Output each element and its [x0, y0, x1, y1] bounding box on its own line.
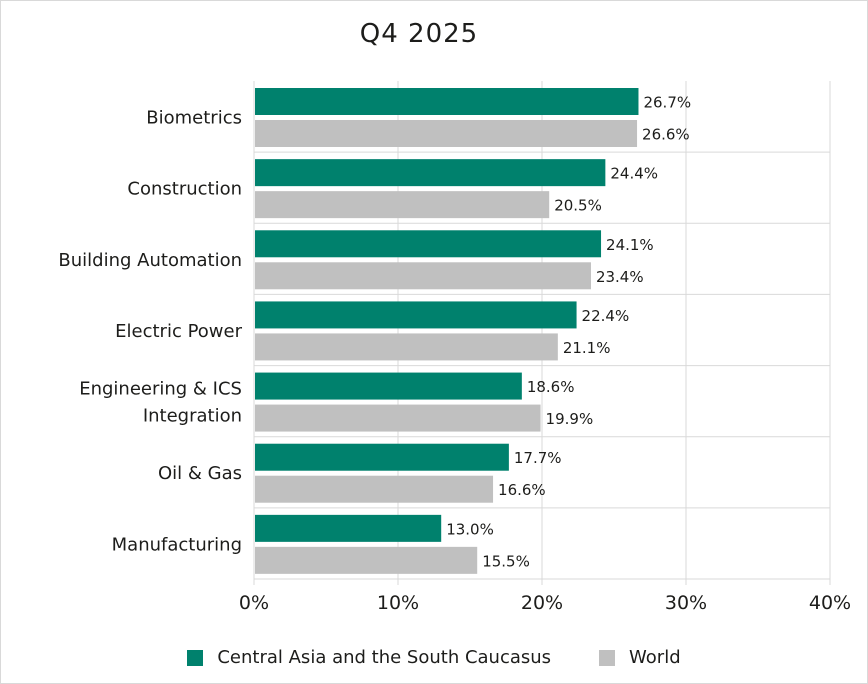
bar-series-2	[255, 404, 541, 432]
x-tick-label: 30%	[665, 592, 707, 614]
bar-series-1	[255, 301, 577, 329]
category-label: Engineering & ICS Integration	[79, 379, 242, 427]
bar-series-1	[255, 443, 509, 471]
x-tick-label: 10%	[377, 592, 419, 614]
data-label-series-2: 20.5%	[554, 197, 602, 215]
legend: Central Asia and the South Caucasus Worl…	[1, 647, 867, 668]
legend-swatch-series-1	[187, 649, 204, 666]
data-label-series-2: 15.5%	[482, 552, 530, 570]
bar-series-1	[255, 230, 602, 258]
category-label: Building Automation	[58, 250, 242, 271]
data-label-series-2: 26.6%	[642, 126, 690, 144]
data-label-series-2: 19.9%	[546, 410, 594, 428]
data-label-series-1: 26.7%	[643, 94, 691, 112]
legend-swatch-series-2	[599, 649, 616, 666]
bar-series-2	[255, 262, 591, 290]
legend-label-series-2: World	[629, 647, 681, 668]
bar-chart: 0% 10% 20% 30% 40% 26.7% 26.6% Biometrics 24.4% 2…	[58, 81, 851, 614]
category-label: Oil & Gas	[158, 463, 242, 484]
data-label-series-1: 17.7%	[514, 449, 562, 467]
data-label-series-2: 21.1%	[563, 339, 611, 357]
data-label-series-2: 16.6%	[498, 481, 546, 499]
data-label-series-2: 23.4%	[596, 268, 644, 286]
data-label-series-1: 24.4%	[610, 165, 658, 183]
bar-series-2	[255, 191, 550, 219]
x-tick-label: 40%	[809, 592, 851, 614]
data-label-series-1: 22.4%	[582, 307, 630, 325]
bar-series-1	[255, 88, 639, 115]
category-label: Manufacturing	[112, 534, 242, 555]
legend-label-series-1: Central Asia and the South Caucasus	[217, 647, 552, 668]
bar-series-2	[255, 120, 638, 147]
data-label-series-1: 13.0%	[446, 520, 494, 538]
bar-series-1	[255, 159, 606, 187]
bar-series-2	[255, 475, 494, 503]
legend-item-series-1: Central Asia and the South Caucasus	[187, 647, 551, 668]
chart-title: Q4 2025	[359, 19, 479, 49]
category-label: Biometrics	[146, 108, 242, 129]
x-tick-label: 0%	[239, 592, 269, 614]
category-label: Construction	[127, 179, 242, 200]
category-label: Electric Power	[115, 321, 242, 342]
bar-series-2	[255, 546, 478, 574]
data-label-series-1: 18.6%	[527, 378, 575, 396]
data-label-series-1: 24.1%	[606, 236, 654, 254]
bar-series-2	[255, 333, 558, 361]
legend-item-series-2: World	[599, 647, 681, 668]
bar-series-1	[255, 514, 442, 542]
x-tick-label: 20%	[521, 592, 563, 614]
bar-series-1	[255, 372, 522, 400]
